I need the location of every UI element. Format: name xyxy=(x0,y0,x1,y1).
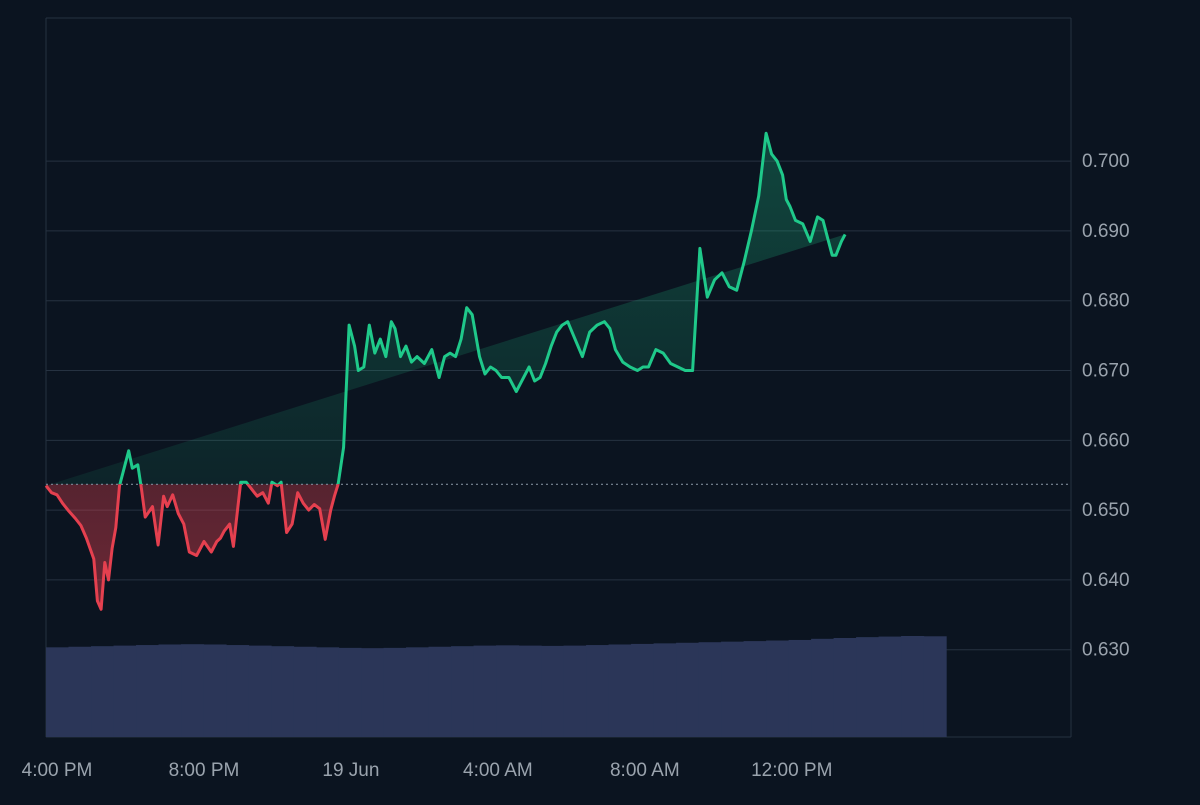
volume-bar xyxy=(901,636,925,737)
volume-bar xyxy=(811,638,835,737)
volume-bar xyxy=(428,646,452,737)
volume-bar xyxy=(496,645,520,737)
volume-bar xyxy=(676,642,700,737)
volume-bar xyxy=(181,644,205,737)
volume-bar xyxy=(631,643,655,737)
volume-bar xyxy=(518,645,542,737)
volume-bar xyxy=(878,636,902,737)
volume-bar xyxy=(293,646,317,737)
volume-bar xyxy=(608,644,632,737)
y-tick-label: 0.640 xyxy=(1082,570,1130,591)
volume-bar xyxy=(338,647,362,737)
x-tick-label: 8:00 PM xyxy=(169,760,240,781)
volume-bar xyxy=(136,645,160,737)
volume-bar xyxy=(833,637,857,737)
x-tick-label: 19 Jun xyxy=(322,760,379,781)
volume-bar xyxy=(68,646,92,737)
volume-bar xyxy=(721,641,745,737)
volume-bar xyxy=(743,641,767,737)
volume-bar xyxy=(653,643,677,737)
y-tick-label: 0.630 xyxy=(1082,640,1130,661)
volume-bar xyxy=(158,644,182,737)
x-tick-label: 12:00 PM xyxy=(751,760,832,781)
volume-bar xyxy=(563,645,587,737)
volume-bar xyxy=(316,647,340,737)
x-tick-label: 4:00 AM xyxy=(463,760,533,781)
x-tick-label: 8:00 AM xyxy=(610,760,680,781)
y-tick-label: 0.660 xyxy=(1082,430,1130,451)
volume-bar xyxy=(203,644,227,737)
volume-bar xyxy=(383,647,407,737)
y-tick-label: 0.700 xyxy=(1082,151,1130,172)
volume-bar xyxy=(361,648,385,737)
volume-bar xyxy=(586,645,610,737)
volume-bar xyxy=(46,647,70,737)
x-tick-label: 4:00 PM xyxy=(22,760,93,781)
volume-bar xyxy=(226,645,250,737)
volume-bar xyxy=(541,645,565,737)
volume-bar xyxy=(271,646,295,737)
volume-bar xyxy=(923,636,947,737)
volume-bar xyxy=(91,646,115,737)
volume-bar xyxy=(451,646,475,737)
volume-bar xyxy=(113,645,137,737)
y-tick-label: 0.650 xyxy=(1082,500,1130,521)
price-line-up xyxy=(118,131,847,485)
volume-bar xyxy=(698,642,722,737)
volume-bar xyxy=(473,645,497,737)
volume-bar xyxy=(788,639,812,737)
price-line-down xyxy=(44,484,340,611)
y-tick-label: 0.670 xyxy=(1082,361,1130,382)
volume-bar xyxy=(406,647,430,737)
volume-bar xyxy=(248,645,272,737)
volume-bar xyxy=(766,640,790,737)
y-tick-label: 0.680 xyxy=(1082,291,1130,312)
price-area-below-baseline xyxy=(46,484,339,610)
y-tick-label: 0.690 xyxy=(1082,221,1130,242)
volume-bar xyxy=(856,637,880,737)
price-area-above-baseline xyxy=(50,133,846,485)
